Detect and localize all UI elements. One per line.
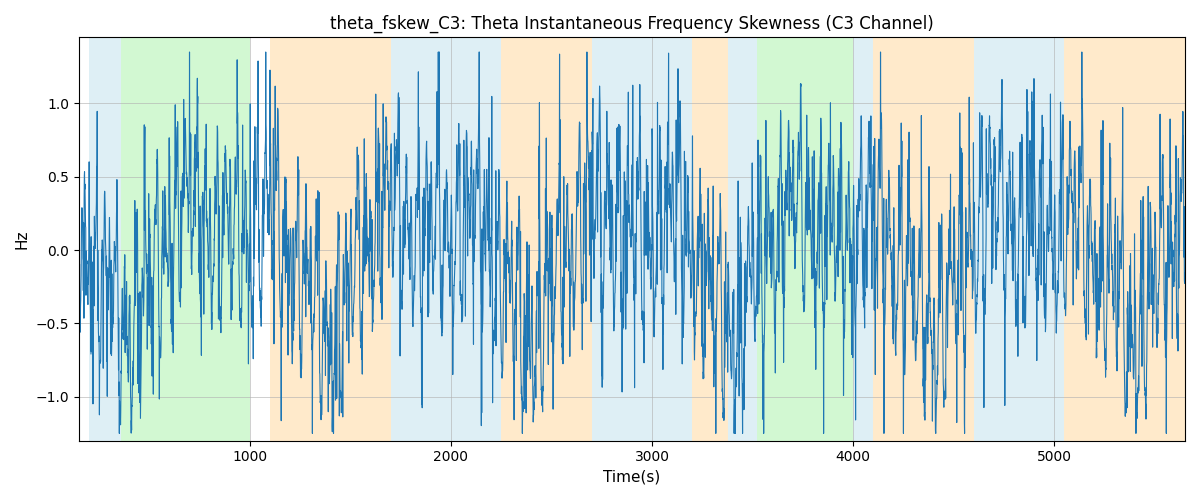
Title: theta_fskew_C3: Theta Instantaneous Frequency Skewness (C3 Channel): theta_fskew_C3: Theta Instantaneous Freq…	[330, 15, 934, 34]
Bar	[1064, 38, 1186, 440]
Bar	[757, 38, 853, 440]
Bar	[853, 38, 874, 440]
Bar	[728, 38, 757, 440]
Bar	[874, 38, 974, 440]
Bar	[974, 38, 1064, 440]
Bar	[592, 38, 692, 440]
Bar	[391, 38, 502, 440]
Bar	[121, 38, 250, 440]
Y-axis label: Hz: Hz	[14, 230, 30, 249]
X-axis label: Time(s): Time(s)	[604, 470, 660, 485]
Bar	[89, 38, 121, 440]
Bar	[692, 38, 728, 440]
Bar	[270, 38, 391, 440]
Bar	[502, 38, 592, 440]
